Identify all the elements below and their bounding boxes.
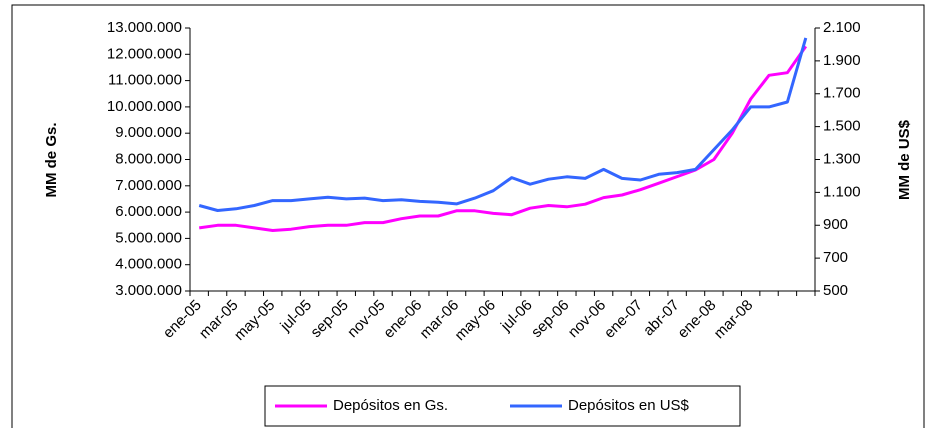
- y2-axis-label: MM de US$: [896, 119, 913, 200]
- x-tick-label: sep-06: [528, 297, 572, 341]
- y-tick-label: 8.000.000: [115, 150, 182, 167]
- y-tick-label: 6.000.000: [115, 203, 182, 220]
- y2-tick-label: 1.300: [823, 150, 861, 167]
- y-tick-label: 10.000.000: [107, 98, 182, 115]
- series-line: [198, 45, 808, 232]
- x-tick-label: ene-07: [601, 297, 646, 342]
- y-tick-label: 11.000.000: [108, 72, 182, 89]
- y-tick-label: 4.000.000: [115, 256, 182, 273]
- y2-tick-label: 500: [823, 282, 848, 299]
- y2-tick-label: 900: [823, 216, 848, 233]
- legend-label: Depósitos en US$: [568, 397, 690, 414]
- x-tick-label: mar-08: [711, 297, 757, 343]
- x-tick-label: may-05: [231, 297, 278, 344]
- legend-label: Depósitos en Gs.: [333, 397, 448, 414]
- legend-box: [264, 385, 741, 427]
- x-tick-label: ene-06: [380, 297, 425, 342]
- x-tick-label: nov-06: [565, 297, 609, 341]
- y-tick-label: 9.000.000: [115, 124, 182, 141]
- y-axis-label: MM de Gs.: [43, 122, 60, 197]
- y2-tick-label: 1.500: [823, 118, 861, 135]
- y2-tick-label: 1.100: [823, 183, 861, 200]
- y-tick-label: 7.000.000: [115, 177, 182, 194]
- x-tick-label: ene-05: [160, 297, 205, 342]
- chart-frame: [11, 4, 925, 428]
- series-line: [198, 37, 808, 212]
- x-tick-label: may-06: [452, 297, 499, 344]
- y-tick-label: 13.000.000: [107, 19, 182, 36]
- x-tick-label: nov-05: [344, 297, 388, 341]
- x-tick-label: sep-05: [307, 297, 351, 341]
- y2-tick-label: 1.700: [823, 85, 861, 102]
- y2-tick-label: 700: [823, 249, 848, 266]
- y-tick-label: 5.000.000: [115, 229, 182, 246]
- y-tick-label: 3.000.000: [115, 282, 182, 299]
- y-tick-label: 12.000.000: [107, 45, 182, 62]
- y2-tick-label: 2.100: [823, 19, 861, 36]
- y2-tick-label: 1.900: [823, 52, 861, 69]
- x-tick-label: ene-08: [674, 297, 719, 342]
